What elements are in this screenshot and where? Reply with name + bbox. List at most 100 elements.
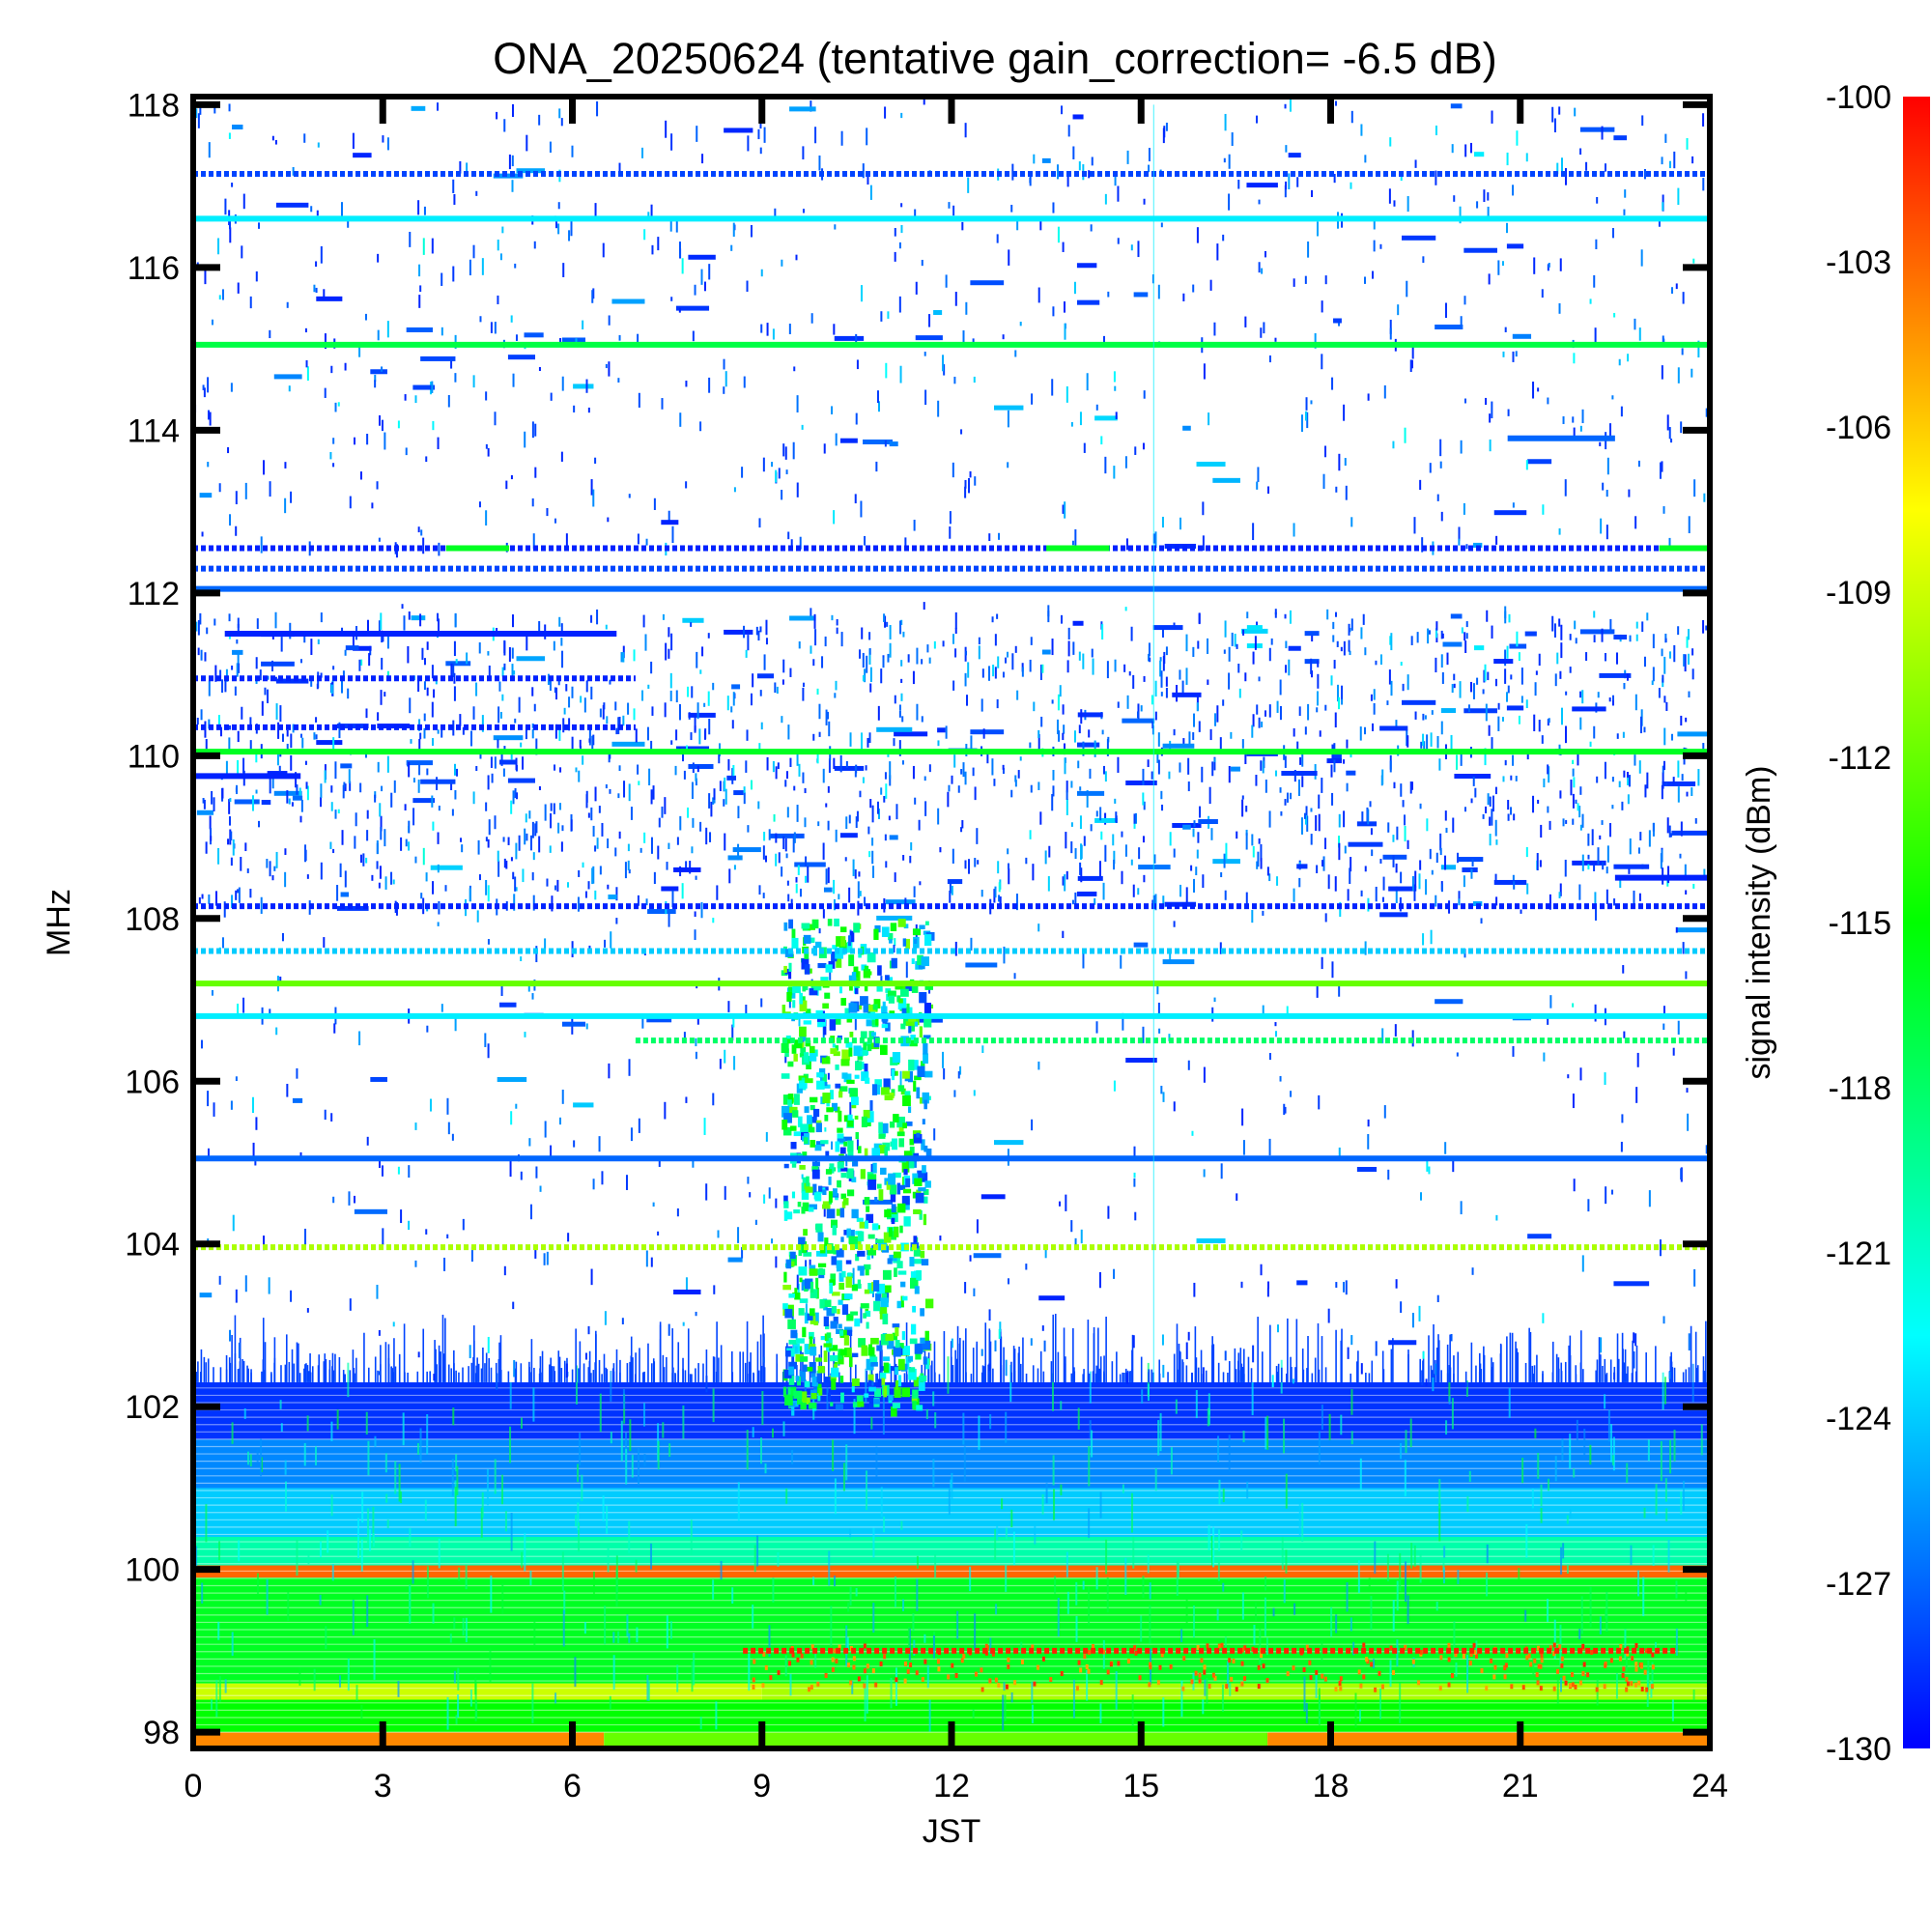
burst-dot [839,1147,846,1154]
noise-dot [1372,723,1374,731]
noise-dot [1077,742,1100,748]
noise-dot [1473,645,1485,651]
band-speckle [1077,1660,1081,1665]
band-speckle [1454,1652,1458,1658]
noise-dot [894,251,896,262]
noise-dot [1513,813,1516,821]
noise-dot [332,438,335,444]
band-speckle [833,1648,837,1654]
band-speckle [849,1680,853,1686]
noise-dot [1114,385,1117,391]
noise-dot [949,511,952,525]
noise-dot [1159,660,1162,677]
noise-dot [923,776,926,781]
noise-dot [802,772,805,783]
noise-dot [856,810,859,822]
noise-dot [688,712,716,718]
noise-dot [531,821,534,838]
noise-dot [221,937,224,949]
noise-dot [585,680,588,693]
burst-dot [782,1126,792,1136]
burst-dot [902,1122,907,1129]
noise-dot [651,244,654,255]
noise-dot [534,467,537,478]
noise-dot [627,843,630,852]
noise-dot [1347,1347,1350,1359]
noise-dot [798,1013,801,1027]
noise-dot [274,676,277,682]
noise-dot [943,1067,946,1080]
noise-dot [685,745,688,752]
noise-dot [1305,806,1308,820]
noise-dot [916,647,919,665]
noise-dot [408,611,411,620]
noise-dot [1497,716,1500,731]
noise-dot [1057,226,1060,243]
noise-dot [505,480,508,490]
noise-dot [887,311,890,319]
noise-dot [1463,247,1497,253]
noise-dot [1662,202,1664,212]
burst-dot [807,1121,812,1129]
noise-dot [1662,335,1664,344]
noise-dot [584,1352,587,1360]
noise-dot [1619,879,1622,889]
noise-dot [1406,735,1409,748]
burst-dot [836,956,842,968]
noise-dot [1113,850,1116,865]
noise-dot [479,753,482,759]
burst-dot [851,1208,859,1219]
noise-dot [1080,709,1083,724]
noise-dot [1388,188,1391,204]
noise-dot [1435,628,1437,639]
noise-dot [1662,772,1664,789]
burst-dot [781,970,788,977]
noise-dot [1681,348,1684,355]
noise-dot [1275,1031,1278,1037]
burst-dot [852,1237,862,1244]
noise-dot [376,842,379,855]
noise-dot [218,1275,221,1285]
noise-dot [1559,670,1562,679]
band-speckle [1228,1658,1232,1663]
noise-dot [315,287,318,294]
noise-dot [1052,202,1055,213]
noise-dot [1487,206,1490,218]
noise-dot [952,634,955,644]
noise-dot [1356,821,1378,827]
noise-dot [277,722,280,739]
noise-dot [390,792,393,808]
spectrogram-noise [194,97,1710,1417]
noise-dot [1668,537,1671,546]
burst-dot [908,1024,912,1034]
noise-dot [994,667,997,679]
noise-dot [430,865,463,870]
noise-dot [582,862,584,868]
noise-dot [1143,198,1146,205]
noise-dot [1548,766,1550,783]
noise-dot [988,666,991,681]
noise-dot [1549,995,1552,1009]
noise-dot [276,750,279,766]
band-speckle [903,1678,907,1684]
noise-dot [534,823,537,837]
noise-dot [605,363,608,369]
noise-dot [1484,748,1487,766]
noise-dot [885,783,888,799]
noise-dot [1160,222,1163,228]
burst-dot [799,1000,808,1011]
band-speckle [921,1676,924,1682]
burst-dot [837,1179,841,1188]
noise-dot [860,732,863,750]
noise-dot [1593,864,1596,871]
burst-dot [882,1142,891,1151]
noise-dot [1579,629,1615,635]
noise-dot [225,760,228,774]
noise-dot [1056,164,1059,180]
noise-dot [1560,642,1563,659]
noise-dot [1124,844,1127,857]
burst-dot [867,1282,874,1294]
noise-dot [1224,620,1227,638]
burst-dot [904,1091,911,1099]
noise-dot [831,1141,834,1151]
